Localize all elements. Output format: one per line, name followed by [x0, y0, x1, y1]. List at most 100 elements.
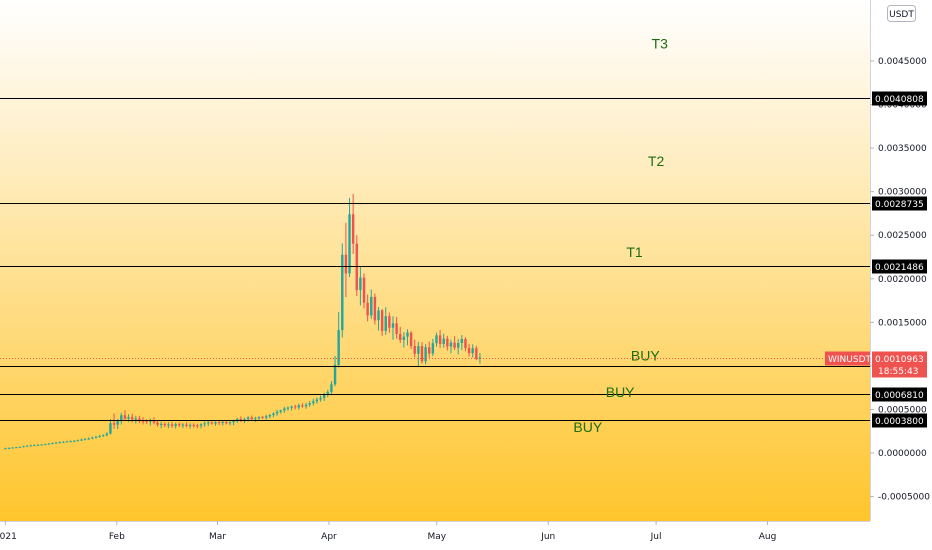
candle[interactable] [406, 329, 409, 346]
candle[interactable] [51, 442, 54, 445]
candle[interactable] [424, 344, 427, 365]
candle[interactable] [366, 294, 369, 322]
candle[interactable] [362, 273, 366, 309]
candle[interactable] [185, 422, 188, 428]
candle[interactable] [228, 421, 232, 426]
candle[interactable] [214, 421, 217, 426]
candle[interactable] [134, 415, 138, 424]
candle[interactable] [312, 398, 315, 406]
candle[interactable] [370, 289, 373, 319]
candle[interactable] [138, 415, 141, 423]
candle[interactable] [272, 412, 275, 418]
candle[interactable] [409, 331, 413, 350]
candle[interactable] [33, 444, 36, 447]
candle[interactable] [301, 403, 304, 408]
candle[interactable] [199, 423, 203, 429]
candle[interactable] [326, 389, 330, 398]
candle[interactable] [83, 438, 87, 441]
candle[interactable] [337, 312, 340, 368]
candle[interactable] [435, 332, 438, 347]
candle[interactable] [341, 243, 344, 338]
candle[interactable] [359, 266, 362, 306]
candle[interactable] [123, 410, 127, 422]
candle[interactable] [91, 436, 94, 440]
candle[interactable] [315, 397, 319, 404]
level-annotation[interactable]: BUY [606, 384, 635, 400]
candle[interactable] [29, 444, 32, 447]
candle[interactable] [54, 441, 58, 444]
candle[interactable] [80, 438, 83, 441]
candle[interactable] [297, 403, 301, 410]
candle[interactable] [467, 343, 471, 357]
candle[interactable] [192, 423, 195, 428]
candle[interactable] [391, 316, 395, 340]
candle[interactable] [109, 418, 112, 435]
candle[interactable] [464, 337, 467, 352]
candle[interactable] [290, 405, 293, 411]
candle[interactable] [203, 421, 206, 427]
candle[interactable] [87, 437, 90, 440]
candle[interactable] [94, 435, 98, 439]
candle[interactable] [431, 338, 435, 357]
candle[interactable] [44, 443, 47, 446]
candle[interactable] [225, 420, 228, 425]
candle[interactable] [18, 446, 22, 448]
candle[interactable] [417, 341, 420, 367]
candle[interactable] [196, 423, 199, 429]
candle[interactable] [308, 401, 311, 407]
candle[interactable] [395, 316, 398, 339]
candle[interactable] [257, 416, 261, 421]
currency-badge[interactable]: USDT [887, 5, 916, 22]
candle[interactable] [265, 414, 268, 421]
candle[interactable] [120, 412, 123, 425]
candle[interactable] [65, 440, 69, 443]
candle[interactable] [174, 422, 177, 429]
candle[interactable] [181, 423, 185, 429]
candle[interactable] [348, 197, 351, 278]
candle[interactable] [377, 307, 380, 331]
candle[interactable] [456, 339, 460, 355]
candle[interactable] [105, 432, 109, 437]
candle[interactable] [178, 422, 181, 428]
candle[interactable] [420, 342, 424, 364]
level-annotation[interactable]: T3 [652, 36, 669, 52]
candle[interactable] [304, 402, 308, 409]
candle[interactable] [239, 416, 243, 423]
candle[interactable] [163, 422, 166, 427]
candle[interactable] [69, 440, 72, 443]
candle[interactable] [4, 447, 7, 450]
candle[interactable] [58, 441, 61, 444]
candle[interactable] [275, 409, 279, 416]
candle[interactable] [167, 422, 170, 429]
candle[interactable] [159, 421, 163, 429]
candle[interactable] [15, 446, 18, 449]
candle[interactable] [438, 330, 442, 348]
candle[interactable] [402, 332, 406, 348]
candle[interactable] [207, 420, 210, 427]
level-annotation[interactable]: BUY [631, 347, 660, 363]
candle[interactable] [73, 440, 76, 442]
candle[interactable] [344, 222, 348, 298]
candle[interactable] [11, 447, 14, 449]
candle[interactable] [449, 339, 453, 354]
candle[interactable] [453, 336, 456, 350]
candle[interactable] [471, 344, 474, 358]
candle[interactable] [384, 307, 387, 335]
candle[interactable] [319, 395, 322, 402]
candle[interactable] [268, 414, 272, 419]
candle[interactable] [283, 406, 286, 413]
candle[interactable] [36, 444, 40, 446]
candle[interactable] [25, 445, 29, 447]
candle[interactable] [101, 434, 105, 438]
candle[interactable] [286, 406, 290, 411]
candle[interactable] [40, 443, 43, 446]
candle[interactable] [98, 434, 101, 438]
candle[interactable] [156, 420, 159, 427]
candle[interactable] [112, 413, 116, 429]
level-annotation[interactable]: BUY [573, 419, 602, 435]
candle[interactable] [210, 421, 214, 425]
candle[interactable] [261, 415, 264, 419]
candle[interactable] [380, 308, 384, 336]
candle[interactable] [76, 439, 80, 442]
candle[interactable] [62, 441, 65, 443]
